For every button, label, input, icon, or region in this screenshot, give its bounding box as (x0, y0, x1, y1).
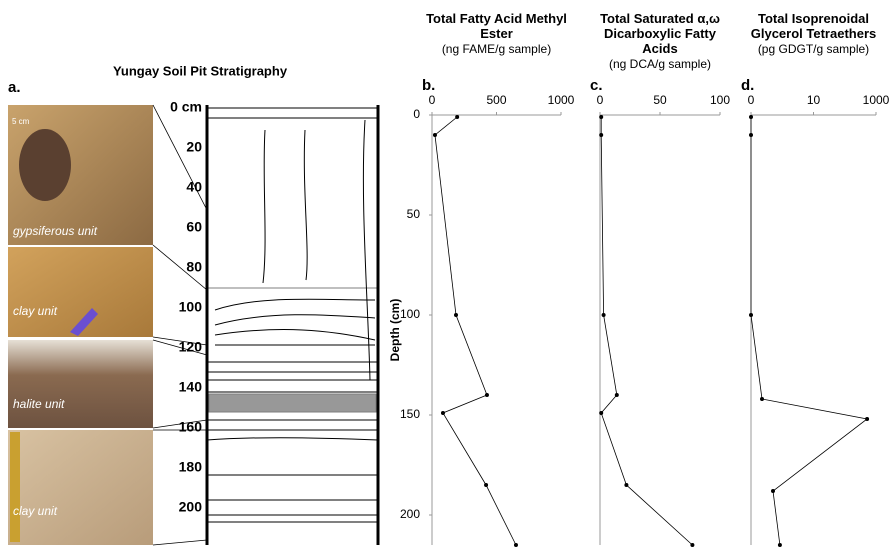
chart-subtitle: (pg GDGT/g sample) (758, 42, 869, 56)
stratigraphy-column (153, 105, 378, 545)
x-tick-label: 0 (748, 93, 755, 107)
unit-label: clay unit (13, 504, 58, 518)
x-tick-label: 1000 (548, 93, 575, 107)
depth-label: 180 (179, 459, 203, 475)
data-point (771, 489, 775, 493)
photos (8, 105, 153, 545)
data-point (624, 483, 628, 487)
data-point (441, 411, 445, 415)
unit-label: clay unit (13, 304, 58, 318)
data-point (865, 417, 869, 421)
data-point (599, 133, 603, 137)
y-tick-label: 50 (407, 207, 421, 221)
chart-subtitle: (ng DCA/g sample) (609, 57, 711, 71)
y-tick-label: 100 (400, 307, 420, 321)
figure: a. Yungay Soil Pit Stratigraphy 0 cm 20 40 60… (0, 0, 890, 549)
data-point (615, 393, 619, 397)
data-point (778, 543, 782, 547)
data-point (749, 115, 753, 119)
data-line (601, 117, 692, 545)
data-point (599, 115, 603, 119)
depth-label: 200 (179, 499, 203, 515)
panel-label: b. (422, 77, 435, 94)
y-tick-label: 0 (413, 107, 420, 121)
depth-label: 160 (179, 419, 203, 435)
x-tick-label: 1000 (863, 93, 890, 107)
data-line (435, 117, 516, 545)
panel-label: d. (741, 77, 754, 94)
depth-label: 40 (186, 179, 202, 195)
depth-label: 120 (179, 339, 203, 355)
panel-label: c. (590, 77, 603, 94)
scale-label: 5 cm (12, 117, 30, 126)
data-point (484, 483, 488, 487)
x-tick-label: 50 (653, 93, 667, 107)
depth-label: 140 (179, 379, 203, 395)
x-tick-label: 10 (807, 93, 821, 107)
data-point (485, 393, 489, 397)
data-point (760, 397, 764, 401)
panel-label: a. (8, 79, 21, 96)
y-tick-label: 150 (400, 407, 420, 421)
data-point (454, 313, 458, 317)
data-point (749, 133, 753, 137)
data-point (455, 115, 459, 119)
data-point (514, 543, 518, 547)
x-tick-label: 100 (710, 93, 730, 107)
depth-label: 20 (186, 139, 202, 155)
data-point (599, 411, 603, 415)
x-tick-label: 500 (486, 93, 506, 107)
data-point (602, 313, 606, 317)
depth-label: 80 (186, 259, 202, 275)
chart-subtitle: (ng FAME/g sample) (442, 42, 551, 56)
unit-label: halite unit (13, 397, 65, 411)
depth-label: 60 (186, 219, 202, 235)
x-tick-label: 0 (597, 93, 604, 107)
panel-title: Yungay Soil Pit Stratigraphy (113, 63, 288, 78)
x-tick-label: 0 (429, 93, 436, 107)
data-point (433, 133, 437, 137)
data-line (751, 117, 867, 545)
y-tick-label: 200 (400, 507, 420, 521)
unit-label: gypsiferous unit (13, 224, 98, 238)
depth-label: 0 cm (170, 99, 202, 115)
data-point (749, 313, 753, 317)
data-point (690, 543, 694, 547)
depth-label: 100 (179, 299, 203, 315)
